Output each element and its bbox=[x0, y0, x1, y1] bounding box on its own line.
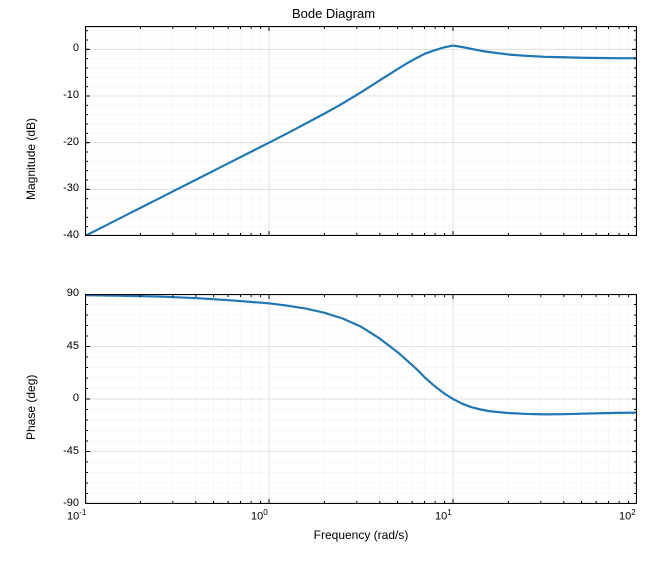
xtick-label: 10-1 bbox=[67, 508, 86, 523]
figure-title: Bode Diagram bbox=[0, 6, 667, 21]
ytick-label: -45 bbox=[63, 445, 79, 457]
phase-plot bbox=[85, 294, 637, 504]
phase-panel bbox=[85, 294, 637, 504]
magnitude-plot bbox=[85, 26, 637, 236]
ytick-label: -30 bbox=[63, 182, 79, 194]
xtick-label: 101 bbox=[435, 508, 452, 523]
ytick-label: 90 bbox=[67, 287, 79, 299]
ytick-label: -40 bbox=[63, 229, 79, 241]
bode-figure: Bode Diagram Magnitude (dB) Phase (deg) … bbox=[0, 0, 667, 571]
ytick-label: 45 bbox=[67, 340, 79, 352]
magnitude-ylabel: Magnitude (dB) bbox=[24, 118, 38, 200]
ytick-label: 0 bbox=[73, 392, 79, 404]
ytick-label: 0 bbox=[73, 42, 79, 54]
x-axis-label: Frequency (rad/s) bbox=[85, 528, 637, 542]
magnitude-panel bbox=[85, 26, 637, 236]
xtick-label: 100 bbox=[251, 508, 268, 523]
ytick-label: -20 bbox=[63, 136, 79, 148]
phase-ylabel: Phase (deg) bbox=[24, 375, 38, 440]
xtick-label: 102 bbox=[619, 508, 636, 523]
ytick-label: -10 bbox=[63, 89, 79, 101]
